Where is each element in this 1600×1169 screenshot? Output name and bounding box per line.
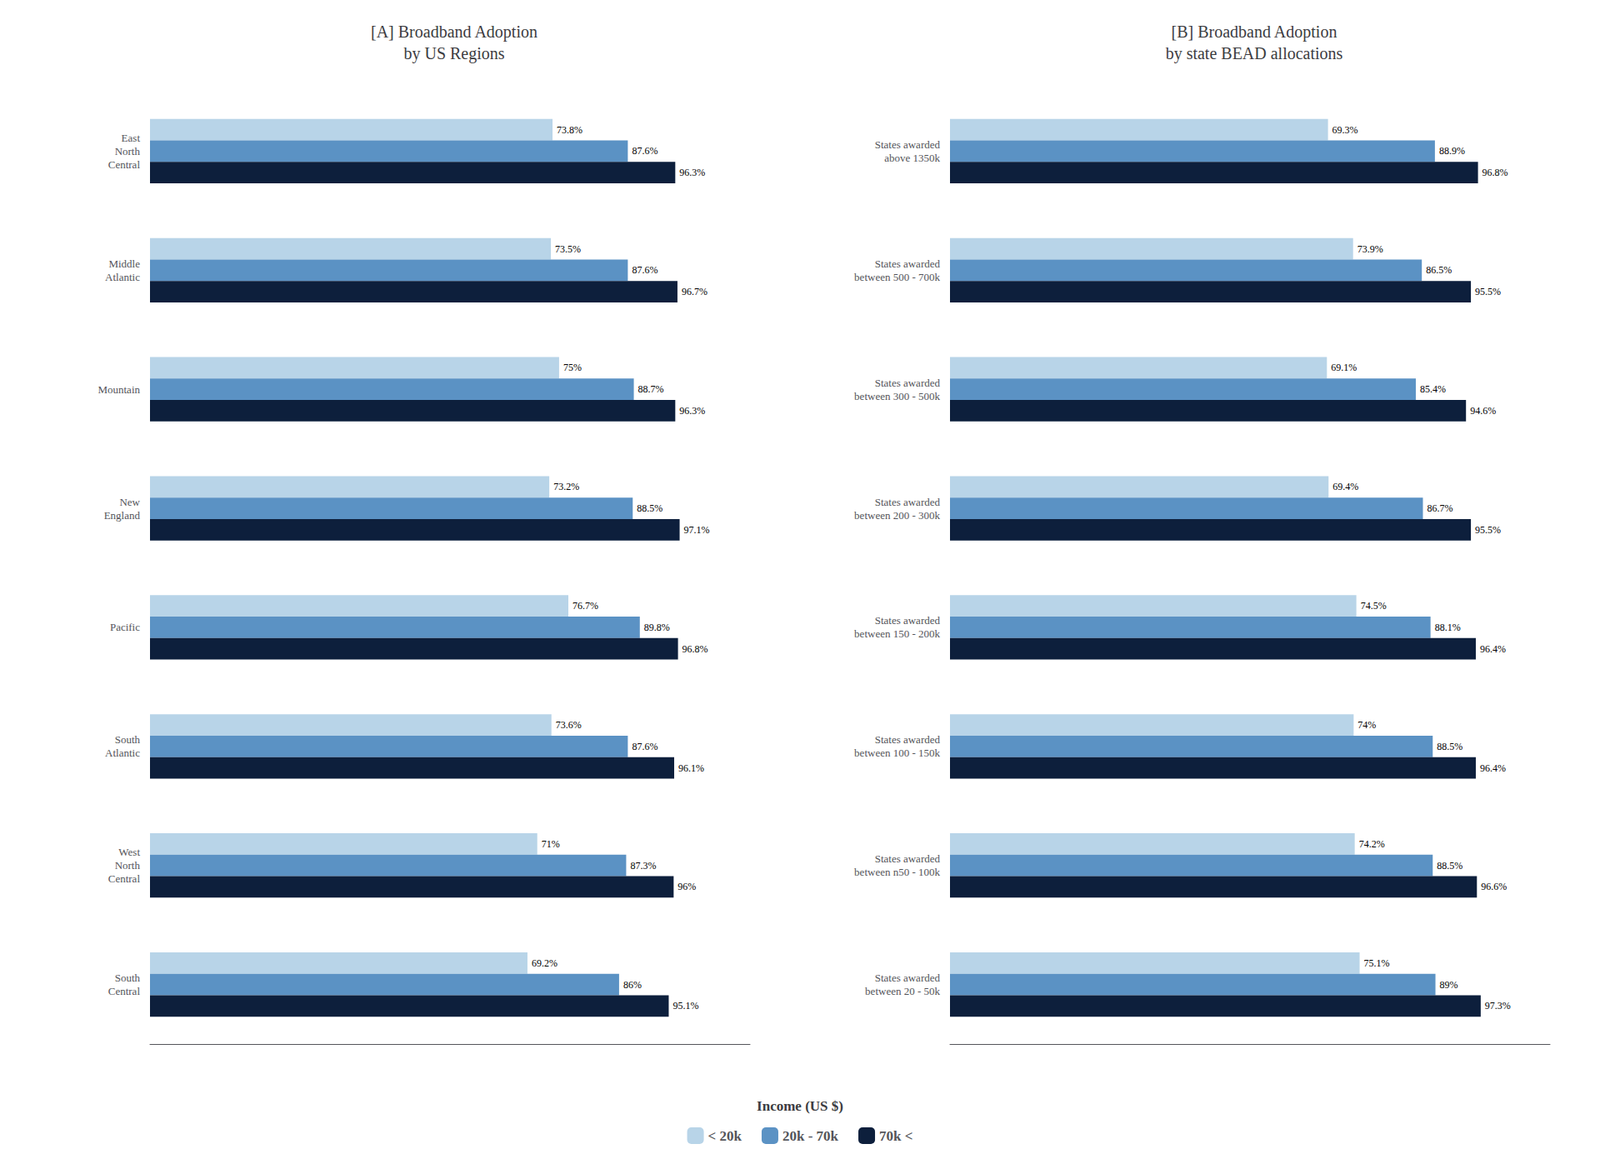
svg-text:69.4%: 69.4% — [1332, 480, 1359, 493]
svg-text:88.5%: 88.5% — [1436, 860, 1463, 872]
svg-text:87.3%: 87.3% — [630, 860, 656, 872]
svg-text:87.6%: 87.6% — [631, 145, 658, 157]
svg-text:between 150 - 200k: between 150 - 200k — [854, 627, 940, 640]
svg-text:96.3%: 96.3% — [679, 405, 705, 417]
svg-text:Atlantic: Atlantic — [105, 270, 140, 284]
svg-text:by US Regions: by US Regions — [403, 44, 505, 64]
svg-text:Central: Central — [108, 985, 141, 998]
svg-text:87.6%: 87.6% — [631, 264, 658, 276]
svg-text:States awarded: States awarded — [875, 971, 941, 985]
svg-text:States awarded: States awarded — [875, 376, 941, 390]
svg-text:between 200 - 300k: between 200 - 300k — [854, 509, 940, 522]
svg-text:Income (US $): Income (US $) — [756, 1098, 844, 1115]
svg-text:96.3%: 96.3% — [679, 166, 705, 179]
svg-text:95.5%: 95.5% — [1475, 524, 1501, 536]
svg-text:States awarded: States awarded — [875, 257, 941, 270]
svg-text:74%: 74% — [1357, 719, 1376, 731]
svg-text:States awarded: States awarded — [875, 614, 941, 627]
svg-text:69.3%: 69.3% — [1332, 124, 1359, 136]
svg-text:86.7%: 86.7% — [1426, 502, 1453, 515]
svg-text:between n50 - 100k: between n50 - 100k — [854, 865, 940, 879]
svg-text:States awarded: States awarded — [875, 495, 941, 509]
svg-text:97.1%: 97.1% — [684, 524, 710, 536]
svg-text:[B] Broadband Adoption: [B] Broadband Adoption — [1171, 22, 1338, 42]
svg-text:96%: 96% — [677, 880, 696, 893]
svg-text:Central: Central — [108, 158, 141, 171]
svg-text:85.4%: 85.4% — [1420, 383, 1446, 395]
svg-text:Pacific: Pacific — [110, 620, 140, 634]
svg-text:96.6%: 96.6% — [1480, 880, 1507, 893]
svg-text:71%: 71% — [541, 838, 560, 850]
svg-text:96.4%: 96.4% — [1480, 762, 1506, 775]
svg-text:by state BEAD allocations: by state BEAD allocations — [1165, 44, 1344, 64]
svg-text:Atlantic: Atlantic — [105, 746, 140, 760]
svg-text:97.3%: 97.3% — [1485, 1000, 1511, 1012]
svg-text:Mountain: Mountain — [97, 383, 140, 396]
svg-text:88.5%: 88.5% — [1436, 740, 1463, 753]
svg-text:96.1%: 96.1% — [678, 762, 705, 775]
svg-text:West: West — [118, 845, 140, 859]
svg-text:North: North — [115, 859, 141, 872]
svg-text:States awarded: States awarded — [875, 138, 941, 151]
svg-text:< 20k: < 20k — [708, 1128, 743, 1145]
svg-text:69.2%: 69.2% — [531, 957, 558, 970]
svg-text:Middle: Middle — [108, 257, 140, 270]
svg-text:73.5%: 73.5% — [555, 243, 581, 255]
svg-text:96.8%: 96.8% — [682, 643, 709, 655]
svg-text:[A] Broadband Adoption: [A] Broadband Adoption — [370, 22, 538, 42]
svg-text:20k - 70k: 20k - 70k — [782, 1128, 840, 1145]
svg-text:88.9%: 88.9% — [1439, 145, 1465, 157]
svg-text:74.5%: 74.5% — [1360, 600, 1387, 612]
svg-text:73.6%: 73.6% — [555, 719, 582, 731]
svg-text:73.2%: 73.2% — [553, 480, 580, 493]
svg-text:East: East — [121, 131, 141, 145]
svg-text:87.6%: 87.6% — [631, 740, 658, 753]
svg-text:96.7%: 96.7% — [681, 285, 708, 298]
svg-text:between 20 - 50k: between 20 - 50k — [865, 985, 940, 998]
svg-text:89%: 89% — [1440, 979, 1459, 991]
svg-text:86.5%: 86.5% — [1425, 264, 1452, 276]
svg-text:between 100 - 150k: between 100 - 150k — [854, 746, 940, 760]
svg-text:North: North — [115, 145, 141, 158]
svg-text:86%: 86% — [623, 979, 642, 991]
svg-text:States awarded: States awarded — [875, 852, 941, 865]
svg-text:74.2%: 74.2% — [1359, 838, 1385, 850]
svg-text:88.1%: 88.1% — [1435, 621, 1461, 634]
svg-text:94.6%: 94.6% — [1470, 405, 1496, 417]
svg-text:89.8%: 89.8% — [644, 621, 670, 634]
svg-text:88.5%: 88.5% — [636, 502, 663, 515]
svg-text:South: South — [115, 971, 141, 985]
svg-text:95.5%: 95.5% — [1475, 285, 1501, 298]
svg-text:88.7%: 88.7% — [638, 383, 665, 395]
svg-text:96.8%: 96.8% — [1482, 166, 1509, 179]
svg-text:above 1350k: above 1350k — [884, 151, 940, 165]
svg-text:between 300 - 500k: between 300 - 500k — [854, 390, 940, 403]
svg-text:England: England — [104, 509, 141, 522]
svg-text:States awarded: States awarded — [875, 733, 941, 746]
svg-text:South: South — [115, 733, 141, 746]
svg-text:69.1%: 69.1% — [1330, 361, 1357, 374]
svg-text:between 500 - 700k: between 500 - 700k — [854, 270, 940, 284]
svg-text:Central: Central — [108, 872, 141, 885]
svg-text:96.4%: 96.4% — [1480, 643, 1506, 655]
svg-text:73.9%: 73.9% — [1357, 243, 1384, 255]
svg-text:75%: 75% — [563, 361, 582, 374]
svg-text:95.1%: 95.1% — [672, 1000, 699, 1012]
svg-text:73.8%: 73.8% — [556, 124, 583, 136]
svg-text:76.7%: 76.7% — [572, 600, 599, 612]
svg-text:New: New — [119, 495, 140, 509]
svg-text:75.1%: 75.1% — [1364, 957, 1390, 970]
svg-text:70k <: 70k < — [879, 1128, 913, 1145]
